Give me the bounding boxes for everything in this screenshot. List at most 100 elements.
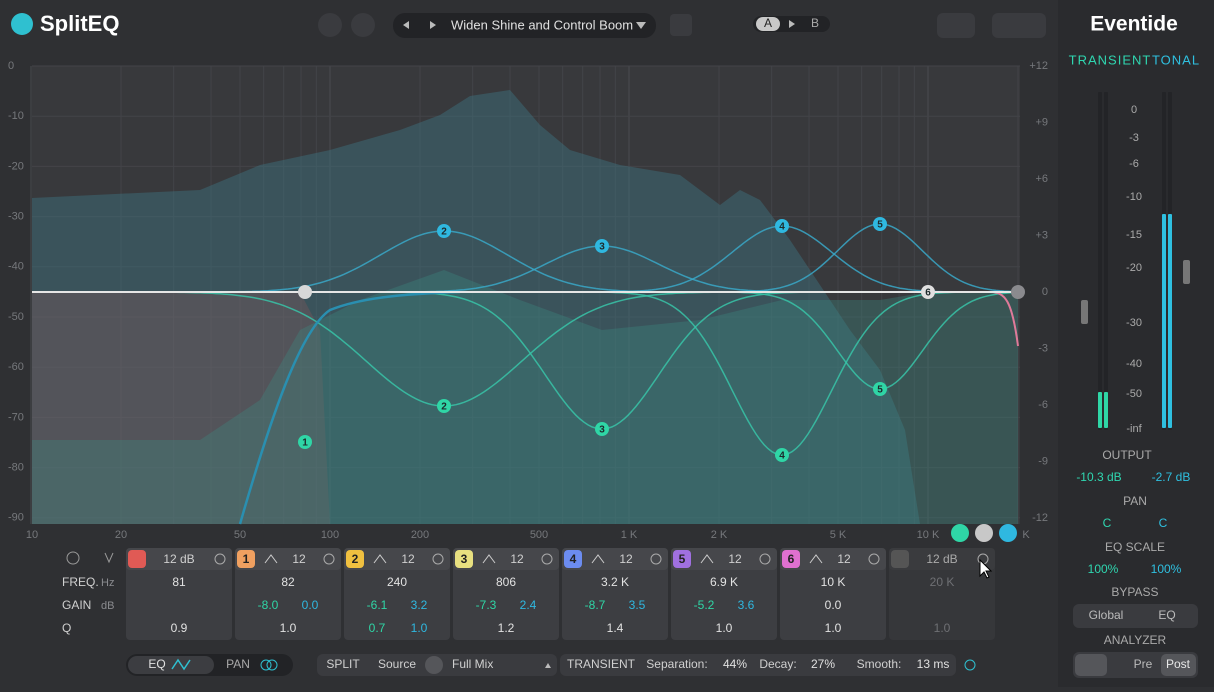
band-toggle[interactable] xyxy=(782,550,800,568)
band-toggle[interactable] xyxy=(346,550,364,568)
band-number[interactable]: 4 xyxy=(570,552,577,566)
band-freq[interactable]: 20 K xyxy=(930,575,955,589)
solo-button[interactable] xyxy=(999,524,1017,542)
band-slope[interactable]: 12 xyxy=(401,552,415,566)
collapse-button[interactable] xyxy=(104,552,114,564)
next-preset[interactable] xyxy=(430,21,436,29)
copy-ab[interactable] xyxy=(789,20,795,28)
eq-scale-value[interactable]: 100% xyxy=(1151,562,1182,576)
band-gain[interactable]: 3.2 xyxy=(411,598,428,612)
redo-button[interactable] xyxy=(351,13,375,37)
band-gain[interactable]: 2.4 xyxy=(520,598,537,612)
band-gain[interactable]: -8.7 xyxy=(585,598,606,612)
band-solo[interactable] xyxy=(541,553,553,565)
tonal-fader[interactable] xyxy=(1183,260,1190,284)
source-value[interactable]: Full Mix xyxy=(452,657,493,671)
band-freq[interactable]: 10 K xyxy=(821,575,846,589)
band-node[interactable] xyxy=(921,285,935,299)
preset-menu[interactable] xyxy=(636,22,646,29)
band-toggle[interactable] xyxy=(455,550,473,568)
band-freq[interactable]: 3.2 K xyxy=(601,575,629,589)
b-button[interactable]: B xyxy=(811,16,819,30)
transient-solo[interactable] xyxy=(964,659,976,671)
undo-button[interactable] xyxy=(318,13,342,37)
band-solo[interactable] xyxy=(323,553,335,565)
band-gain[interactable]: 3.5 xyxy=(629,598,646,612)
pan-tab-label[interactable]: PAN xyxy=(226,657,250,671)
bypass-global[interactable]: Global xyxy=(1089,608,1124,622)
band-solo[interactable] xyxy=(868,553,880,565)
band-number[interactable]: 1 xyxy=(243,552,250,566)
band-q[interactable]: 1.2 xyxy=(498,621,515,635)
band-shape[interactable] xyxy=(373,554,387,564)
solo-button[interactable] xyxy=(951,524,969,542)
band-gain[interactable]: -7.3 xyxy=(476,598,497,612)
band-gain[interactable]: 0.0 xyxy=(825,598,842,612)
band-q[interactable]: 1.0 xyxy=(825,621,842,635)
eq-tab-label[interactable]: EQ xyxy=(148,657,165,671)
eq-scale-value[interactable]: 100% xyxy=(1088,562,1119,576)
band-q[interactable]: 1.0 xyxy=(280,621,297,635)
analyzer-toggle[interactable] xyxy=(1075,654,1107,676)
band-toggle[interactable] xyxy=(673,550,691,568)
band-toggle[interactable] xyxy=(891,550,909,568)
analyzer-post[interactable]: Post xyxy=(1166,657,1191,671)
band-slope[interactable]: 12 xyxy=(728,552,742,566)
band-toggle[interactable] xyxy=(128,550,146,568)
band-gain[interactable]: -8.0 xyxy=(258,598,279,612)
band-gain[interactable]: 0.0 xyxy=(302,598,319,612)
band-q[interactable]: 1.0 xyxy=(934,621,951,635)
band-node[interactable] xyxy=(298,435,312,449)
info-button[interactable] xyxy=(937,13,975,38)
output-value[interactable]: -2.7 dB xyxy=(1152,470,1191,484)
band-solo[interactable] xyxy=(759,553,771,565)
band-solo[interactable] xyxy=(214,553,226,565)
band-node[interactable] xyxy=(595,422,609,436)
eq-tab[interactable] xyxy=(128,656,214,674)
band-number[interactable]: 2 xyxy=(352,552,359,566)
separation-value[interactable]: 44% xyxy=(723,657,747,671)
analyzer-pre[interactable]: Pre xyxy=(1134,657,1153,671)
tonal-mode[interactable]: TONAL xyxy=(1152,52,1200,67)
band-number[interactable]: 3 xyxy=(461,552,468,566)
band-number[interactable]: 6 xyxy=(788,552,795,566)
band-gain[interactable]: 3.6 xyxy=(738,598,755,612)
decay-value[interactable]: 27% xyxy=(811,657,835,671)
band-q[interactable]: 1.0 xyxy=(411,621,428,635)
pan-value[interactable]: C xyxy=(1159,516,1168,530)
band-slope[interactable]: 12 dB xyxy=(926,552,957,566)
bypass-eq[interactable]: EQ xyxy=(1158,608,1175,622)
band-node[interactable] xyxy=(775,448,789,462)
pan-value[interactable]: C xyxy=(1103,516,1112,530)
band-node[interactable] xyxy=(437,399,451,413)
solo-button[interactable] xyxy=(975,524,993,542)
band-node[interactable] xyxy=(775,219,789,233)
band-q[interactable]: 0.9 xyxy=(171,621,188,635)
band-slope[interactable]: 12 xyxy=(619,552,633,566)
band-shape[interactable] xyxy=(482,554,496,564)
band-node[interactable] xyxy=(873,217,887,231)
band-solo[interactable] xyxy=(432,553,444,565)
band-solo[interactable] xyxy=(650,553,662,565)
high-cut-node[interactable] xyxy=(1011,285,1025,299)
band-gain[interactable]: -6.1 xyxy=(367,598,388,612)
smooth-value[interactable]: 13 ms xyxy=(917,657,950,671)
transient-mode[interactable]: TRANSIENT xyxy=(1069,52,1152,67)
band-gain[interactable]: -5.2 xyxy=(694,598,715,612)
band-freq[interactable]: 240 xyxy=(387,575,407,589)
band-slope[interactable]: 12 dB xyxy=(163,552,194,566)
transient-fader[interactable] xyxy=(1081,300,1088,324)
band-node[interactable] xyxy=(595,239,609,253)
reset-button[interactable] xyxy=(66,551,80,565)
band-freq[interactable]: 6.9 K xyxy=(710,575,738,589)
band-q[interactable]: 0.7 xyxy=(369,621,386,635)
band-freq[interactable]: 82 xyxy=(281,575,295,589)
band-freq[interactable]: 81 xyxy=(172,575,186,589)
band-slope[interactable]: 12 xyxy=(292,552,306,566)
preset-box[interactable] xyxy=(393,13,656,38)
band-q[interactable]: 1.4 xyxy=(607,621,624,635)
band-node[interactable] xyxy=(873,382,887,396)
save-button[interactable] xyxy=(670,14,692,36)
band-freq[interactable]: 806 xyxy=(496,575,516,589)
band-shape[interactable] xyxy=(700,554,714,564)
